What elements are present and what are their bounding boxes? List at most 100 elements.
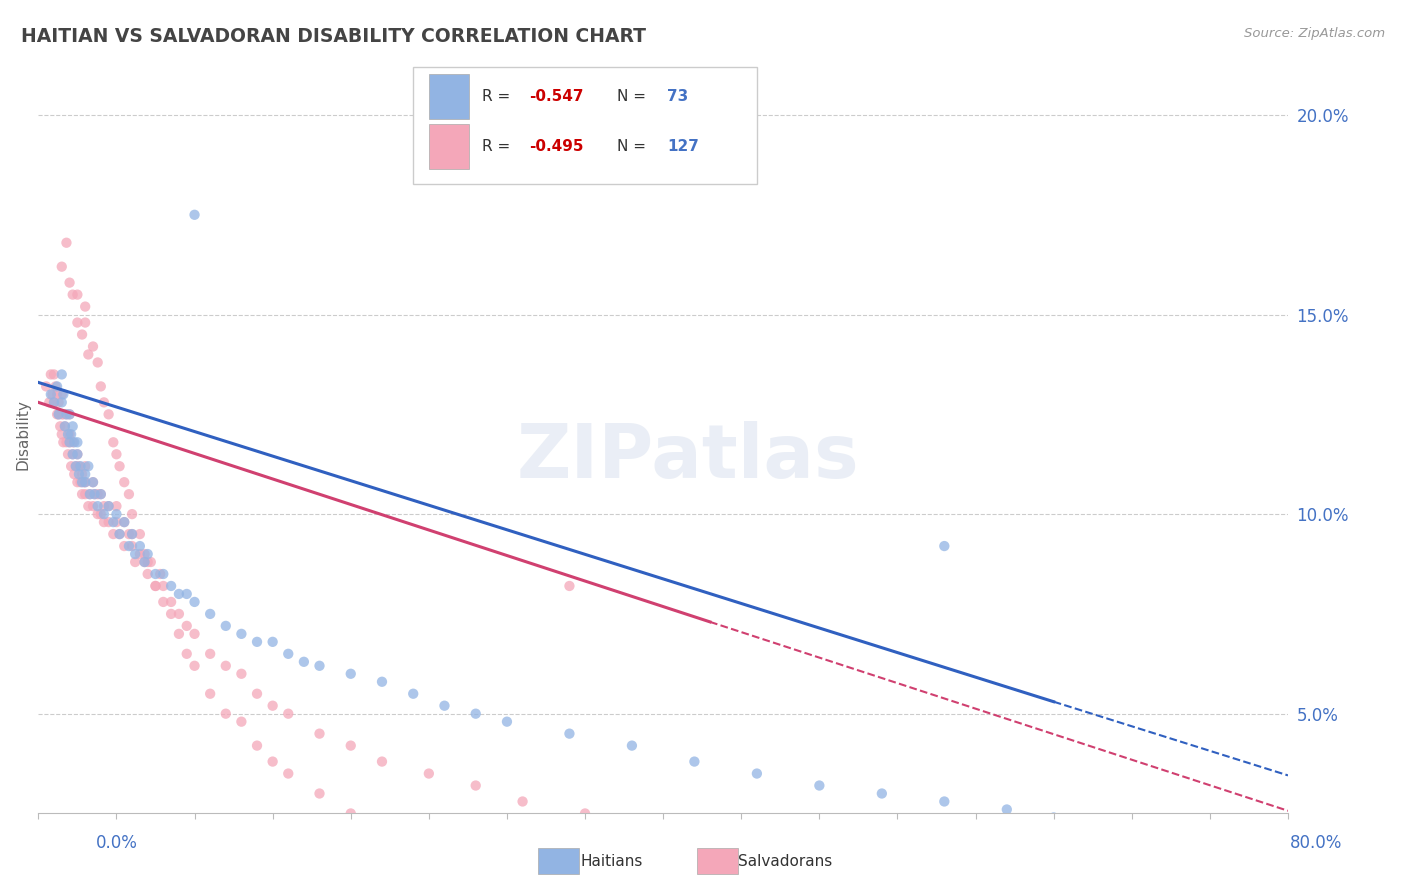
Point [41, 387, 63, 401]
Point [277, 647, 299, 661]
Point [51, 395, 73, 409]
Point [418, 766, 440, 780]
Point [42, 368, 65, 382]
Point [149, 566, 172, 581]
Point [308, 658, 330, 673]
Point [97, 499, 120, 513]
Point [58, 408, 80, 422]
Point [118, 539, 141, 553]
Text: 80.0%: 80.0% [1291, 834, 1343, 852]
Point [58, 408, 80, 422]
Point [246, 739, 269, 753]
Point [558, 726, 581, 740]
Text: N =: N = [617, 139, 651, 153]
Point [152, 566, 174, 581]
Point [77, 459, 100, 474]
Point [90, 487, 112, 501]
Point [121, 527, 143, 541]
Point [46, 387, 69, 401]
Point [262, 698, 284, 713]
Point [496, 714, 519, 729]
Point [83, 487, 105, 501]
Point [52, 435, 75, 450]
Point [51, 408, 73, 422]
Y-axis label: Disability: Disability [15, 399, 30, 470]
Point [246, 687, 269, 701]
Point [39, 368, 62, 382]
Point [51, 387, 73, 401]
Point [160, 607, 183, 621]
Point [86, 487, 108, 501]
Point [683, 755, 706, 769]
Text: 73: 73 [666, 89, 688, 104]
Point [93, 395, 115, 409]
Point [66, 287, 89, 301]
FancyBboxPatch shape [413, 67, 756, 184]
Point [66, 475, 89, 490]
Point [105, 507, 128, 521]
FancyBboxPatch shape [429, 124, 470, 169]
Point [262, 755, 284, 769]
Point [70, 487, 93, 501]
Point [62, 287, 84, 301]
Point [808, 779, 831, 793]
Point [70, 467, 93, 482]
Point [35, 379, 58, 393]
Point [183, 658, 205, 673]
Point [134, 547, 156, 561]
Point [53, 419, 76, 434]
Point [51, 427, 73, 442]
Point [77, 347, 100, 361]
Point [620, 739, 643, 753]
Point [246, 635, 269, 649]
Point [231, 627, 253, 641]
Point [128, 527, 150, 541]
Point [62, 447, 84, 461]
Text: Haitians: Haitians [581, 855, 643, 869]
Point [108, 459, 131, 474]
Point [62, 435, 84, 450]
Point [308, 726, 330, 740]
Point [176, 647, 198, 661]
Point [105, 499, 128, 513]
Point [66, 316, 89, 330]
Point [42, 395, 65, 409]
Point [66, 447, 89, 461]
Text: Source: ZipAtlas.com: Source: ZipAtlas.com [1244, 27, 1385, 40]
Point [52, 408, 75, 422]
Point [90, 487, 112, 501]
Point [139, 555, 162, 569]
Point [112, 515, 135, 529]
Point [70, 475, 93, 490]
Point [77, 499, 100, 513]
Point [167, 607, 190, 621]
Point [745, 766, 768, 780]
Point [66, 435, 89, 450]
Point [93, 515, 115, 529]
Point [90, 379, 112, 393]
Point [136, 566, 159, 581]
Text: R =: R = [482, 89, 515, 104]
Point [97, 499, 120, 513]
Point [308, 787, 330, 801]
Point [46, 379, 69, 393]
Point [75, 467, 97, 482]
Point [46, 408, 69, 422]
Point [167, 627, 190, 641]
Point [934, 795, 956, 809]
Point [93, 507, 115, 521]
Point [97, 408, 120, 422]
Point [52, 387, 75, 401]
Point [53, 419, 76, 434]
Text: -0.495: -0.495 [530, 139, 583, 153]
Point [339, 666, 361, 681]
Point [152, 595, 174, 609]
Point [55, 408, 77, 422]
Point [215, 619, 238, 633]
Point [433, 698, 456, 713]
Point [75, 300, 97, 314]
Point [160, 579, 183, 593]
Point [198, 607, 221, 621]
Point [90, 507, 112, 521]
Point [558, 579, 581, 593]
